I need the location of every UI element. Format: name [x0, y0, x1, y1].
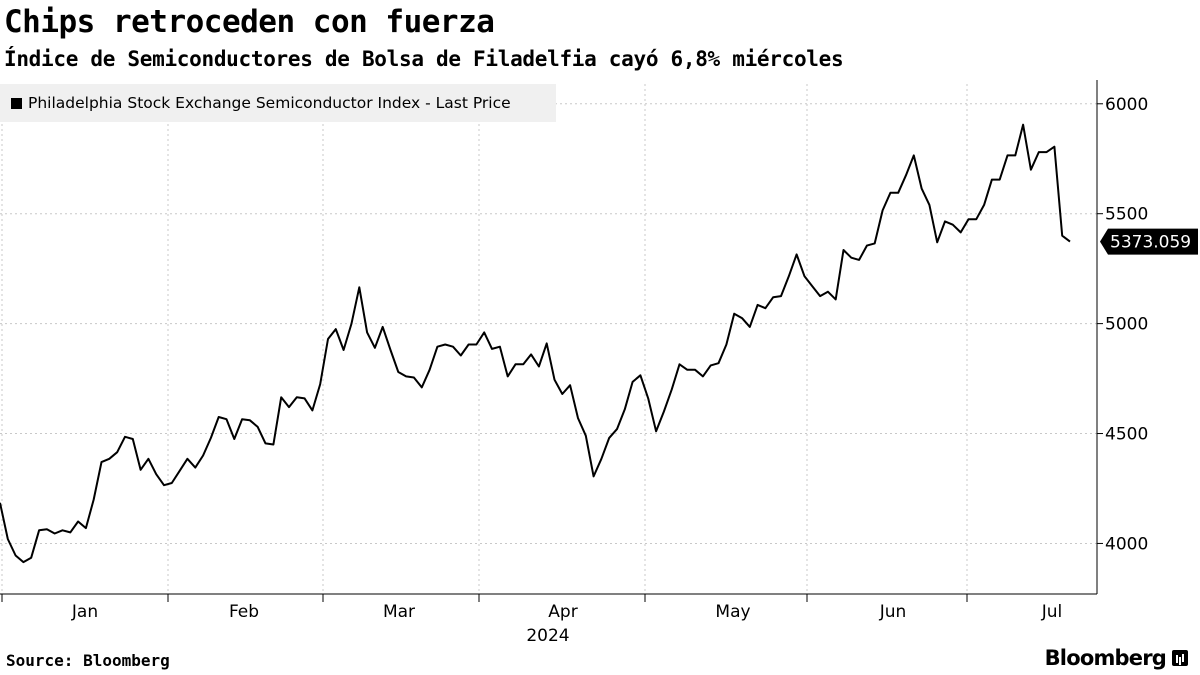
last-value-badge: [1100, 228, 1198, 255]
axis-labels: 4000 4500 5000 5500 6000 Jan Feb Mar Apr May Jun Ju…: [71, 95, 1198, 646]
y-tick-label: 4000: [1105, 534, 1148, 554]
y-tick-label: 4500: [1105, 425, 1148, 445]
x-tick-label: Mar: [383, 602, 415, 622]
legend-label: Philadelphia Stock Exchange Semiconducto…: [28, 94, 511, 112]
last-value-label: 5373.059: [1110, 233, 1191, 253]
y-tick-label: 6000: [1105, 95, 1148, 115]
y-tick-label: 5500: [1105, 205, 1148, 225]
x-tick-label: Apr: [548, 602, 577, 622]
y-tick-label: 5000: [1105, 315, 1148, 335]
x-year-label: 2024: [526, 626, 569, 646]
source-note: Source: Bloomberg: [6, 651, 170, 670]
chart-axes: [0, 80, 1103, 602]
series-line: [0, 123, 1071, 564]
bar-chart-icon: [1172, 650, 1188, 666]
brand-name: Bloomberg: [1044, 646, 1167, 670]
chart-title: Chips retroceden con fuerza: [4, 4, 495, 40]
legend-swatch: [11, 97, 22, 109]
grid-lines: [0, 84, 1097, 594]
x-tick-label: Jul: [1041, 602, 1063, 622]
x-tick-label: Feb: [229, 602, 259, 622]
series-group: [0, 123, 1071, 564]
chart-subtitle: Índice de Semiconductores de Bolsa de Fi…: [4, 47, 844, 71]
x-tick-label: Jun: [879, 602, 907, 622]
x-tick-label: May: [715, 602, 750, 622]
x-tick-label: Jan: [71, 602, 98, 622]
legend: Philadelphia Stock Exchange Semiconducto…: [0, 84, 556, 122]
brand-logo: Bloomberg: [1045, 646, 1188, 670]
